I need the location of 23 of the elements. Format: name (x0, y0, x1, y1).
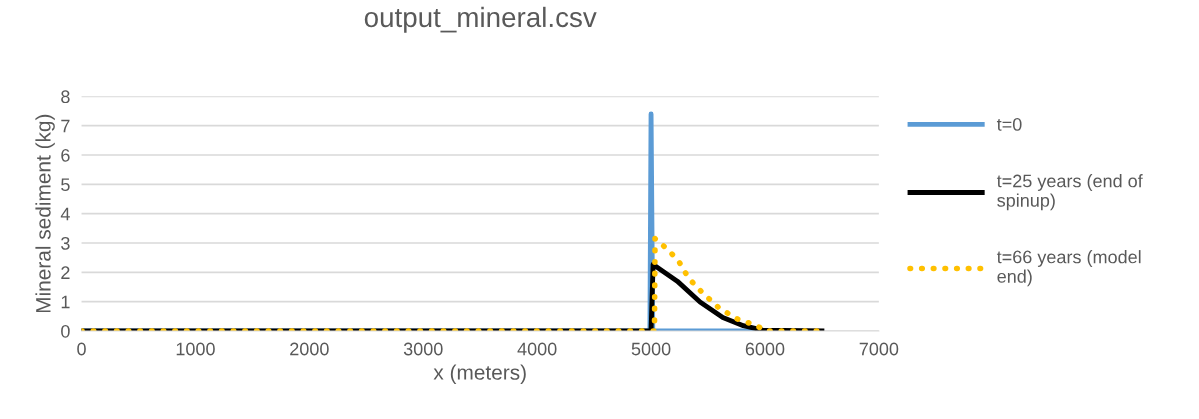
y-tick-label: 6 (61, 148, 70, 162)
legend-label: t=66 years (model end) (996, 250, 1141, 287)
x-tick-label: 7000 (859, 342, 899, 356)
x-tick-label: 3000 (403, 342, 443, 356)
y-tick-label: 4 (60, 207, 70, 221)
y-tick-label: 1 (61, 295, 70, 309)
y-tick-label: 0 (61, 324, 70, 338)
x-tick-label: 6000 (745, 342, 785, 356)
x-tick-label: 2000 (290, 342, 329, 356)
x-tick-label: 4000 (517, 342, 557, 356)
x-tick-label: 1000 (176, 342, 215, 356)
y-axis-title: Mineral sediment (kg) (35, 114, 55, 313)
x-axis-title: x (meters) (433, 364, 526, 384)
x-tick-label: 0 (77, 342, 86, 356)
y-tick-label: 8 (61, 90, 70, 104)
y-tick-label: 2 (61, 266, 70, 279)
y-tick-label: 7 (61, 119, 70, 133)
legend-label: t=25 years (end of spinup) (996, 174, 1143, 211)
x-tick-label: 5000 (631, 342, 671, 356)
legend-label: t=0 (996, 118, 1022, 131)
y-tick-label: 3 (61, 236, 70, 250)
y-tick-label: 5 (61, 178, 70, 192)
chart-title: output_mineral.csv (364, 6, 597, 33)
